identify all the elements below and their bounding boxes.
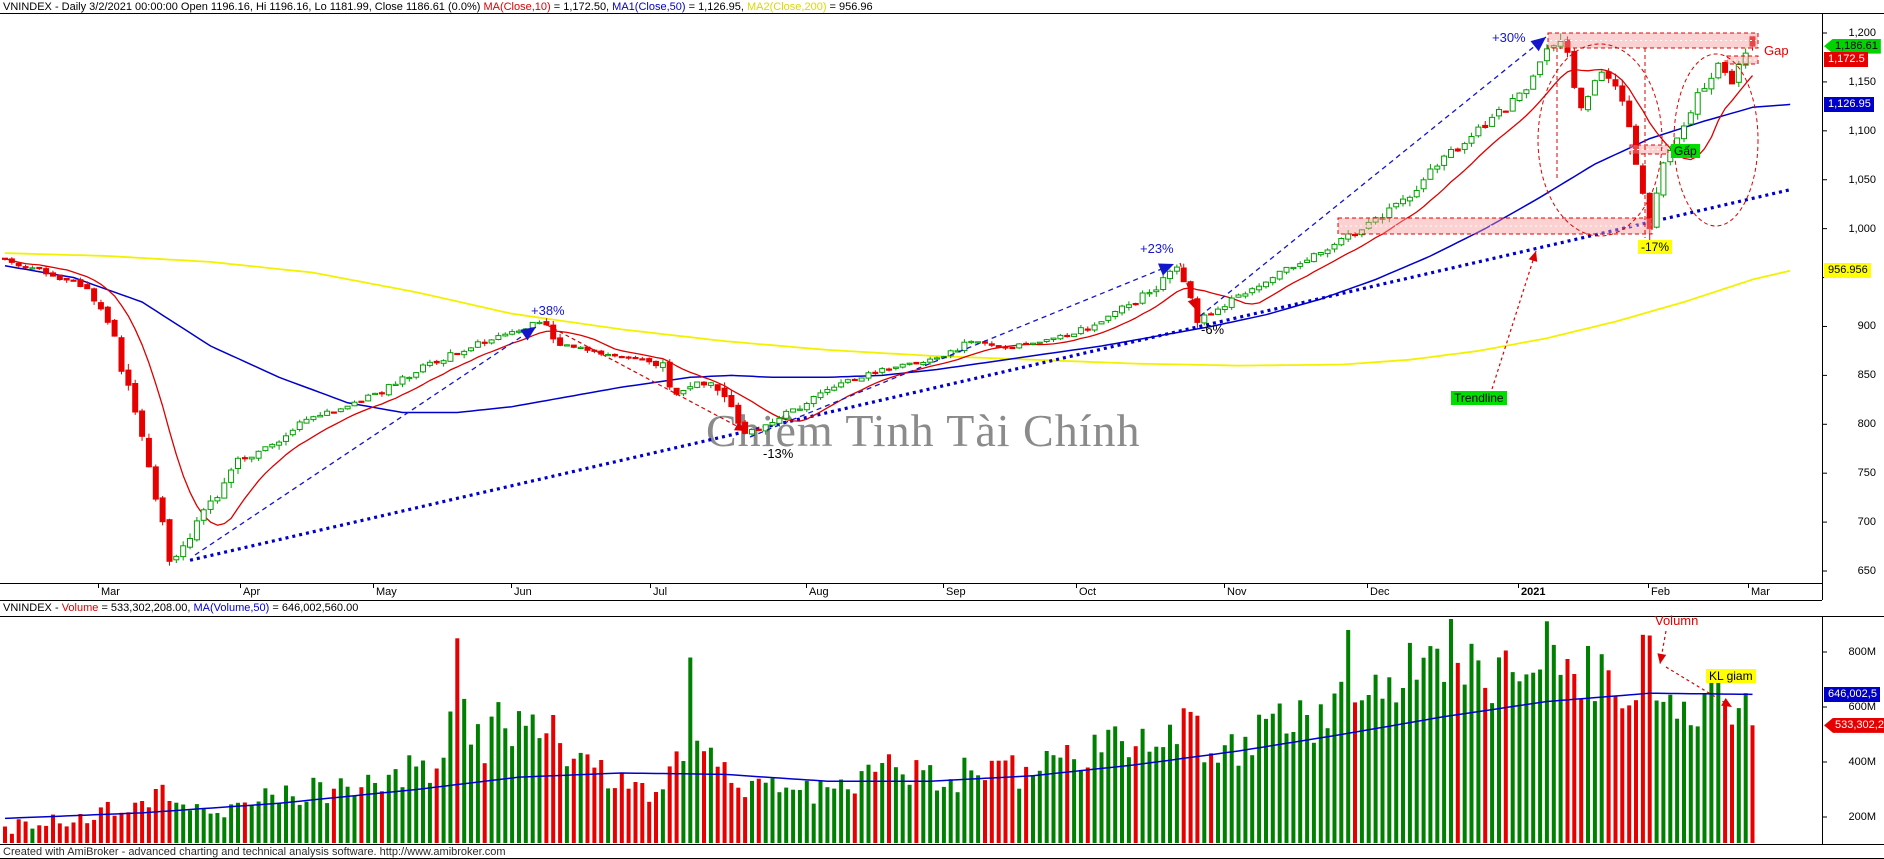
voltitle-symbol: VNINDEX -	[3, 602, 62, 614]
ma50-line	[4, 103, 1791, 414]
title-ma50-value: = 1,126.95,	[685, 1, 747, 13]
title-ma50-label: MA1(Close,50)	[612, 1, 686, 13]
crash-ellipse-2	[1673, 53, 1759, 227]
voltitle-ma-value: = 646,002,560.00	[269, 602, 359, 614]
voltitle-ma-label: MA(Volume,50)	[193, 602, 270, 614]
measure-30[interactable]	[1199, 36, 1547, 317]
ma200-line	[4, 252, 1791, 367]
measure-6[interactable]	[1179, 262, 1198, 311]
title-ma10-label: MA(Close,10)	[483, 1, 551, 13]
crash-ellipse-1	[1537, 43, 1663, 237]
ma10-line	[4, 68, 1753, 526]
watermark-text: Chiêm Tinh Tài Chính	[706, 405, 1141, 456]
volume-pane-title: VNINDEX - Volume = 533,302,208.00, MA(Vo…	[3, 602, 358, 614]
volume-ma50-line	[4, 692, 1753, 820]
support-trendline[interactable]	[189, 187, 1792, 562]
zone-gap-mid[interactable]	[1629, 144, 1669, 155]
voltitle-volume-label: Volume	[61, 602, 99, 614]
status-bar: Created with AmiBroker - advanced charti…	[3, 846, 506, 858]
title-symbol-ohlc: VNINDEX - Daily 3/2/2021 00:00:00 Open 1…	[3, 1, 484, 13]
volume-pane[interactable]	[3, 619, 1755, 844]
status-bar-text: Created with AmiBroker - advanced charti…	[3, 846, 506, 858]
title-ma200-label: MA2(Close,200)	[747, 1, 827, 13]
volumn-pointer-2[interactable]	[1665, 666, 1733, 708]
candlestick-series[interactable]	[2, 33, 1756, 566]
title-ma200-value: = 956.96	[826, 1, 873, 13]
price-pane[interactable]	[2, 32, 1792, 708]
measure-38[interactable]	[194, 326, 537, 556]
trendline-pointer[interactable]	[1491, 250, 1538, 390]
price-pane-title: VNINDEX - Daily 3/2/2021 00:00:00 Open 1…	[3, 1, 873, 13]
voltitle-volume-value: = 533,302,208.00,	[98, 602, 194, 614]
zone-gap-top[interactable]	[1726, 55, 1759, 65]
title-ma10-value: = 1,172.50,	[550, 1, 613, 13]
measure-23[interactable]	[749, 263, 1175, 438]
volumn-pointer-1[interactable]	[1657, 630, 1667, 665]
zone-support[interactable]	[1337, 217, 1653, 235]
volume-bars[interactable]	[3, 619, 1755, 844]
measure-13[interactable]	[546, 324, 747, 432]
zone-resistance[interactable]	[1547, 32, 1759, 49]
